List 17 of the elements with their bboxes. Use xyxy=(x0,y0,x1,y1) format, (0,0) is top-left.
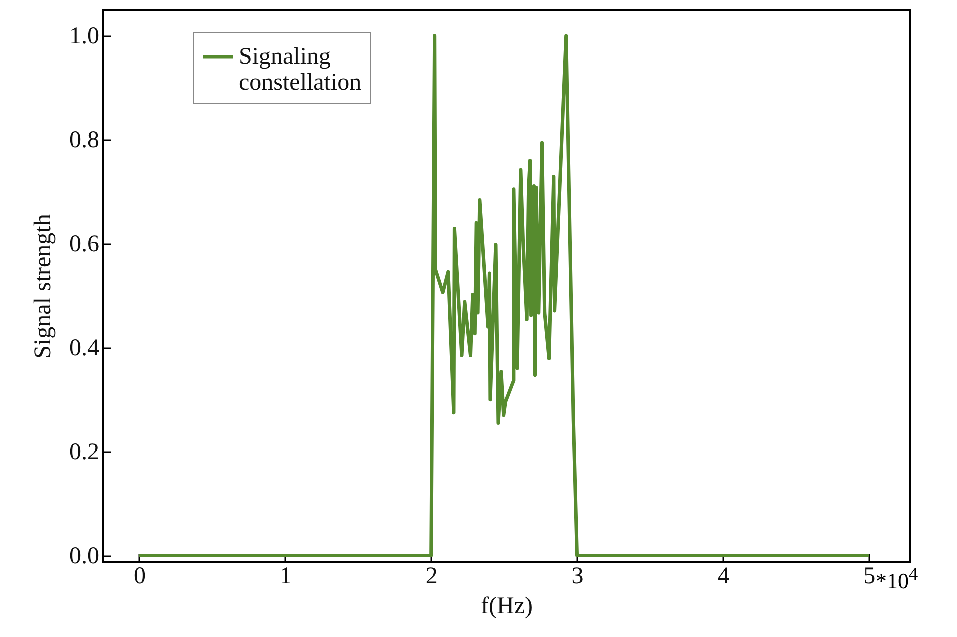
x-tick-label: 2 xyxy=(426,564,438,590)
y-tick-label: 0.4 xyxy=(70,335,100,362)
y-tick-label: 0.6 xyxy=(70,231,100,258)
x-tick-label: 3 xyxy=(572,564,584,590)
y-tick-label: 0.0 xyxy=(70,543,100,570)
x-tick-label: 4 xyxy=(718,564,730,590)
legend-label: Signaling constellation xyxy=(239,44,362,96)
y-tick-label: 0.2 xyxy=(70,439,100,466)
y-tick-label: 1.0 xyxy=(70,23,100,50)
y-axis-title: Signal strength xyxy=(30,214,56,359)
x-tick-label: 0 xyxy=(134,564,146,590)
axis-multiplier-note: *10$^{4}$ xyxy=(876,564,918,594)
x-tick-label: 1 xyxy=(280,564,292,590)
y-tick-label: 0.8 xyxy=(70,127,100,154)
line-series xyxy=(138,34,871,558)
x-axis-title: f(Hz) xyxy=(481,594,533,620)
x-tick-label: 5 xyxy=(864,564,876,590)
